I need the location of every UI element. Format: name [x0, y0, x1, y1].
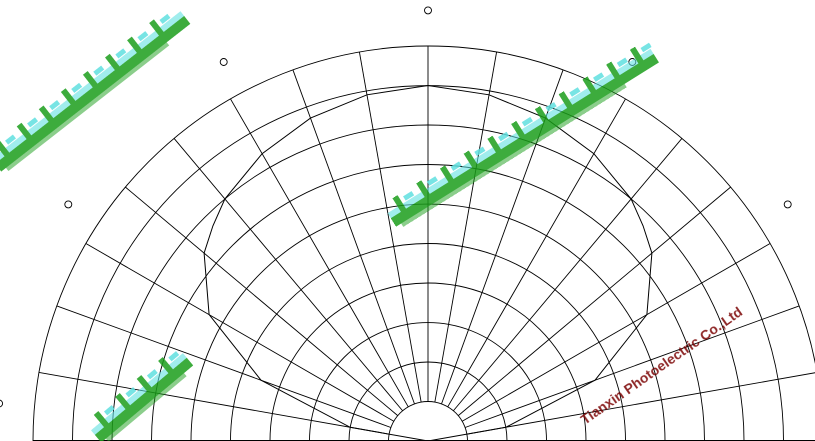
- grid-spoke-30: [447, 98, 626, 408]
- grid-spoke-80: [466, 372, 815, 435]
- pattern-layer: [203, 84, 653, 441]
- grid-spoke-m70: [56, 305, 392, 428]
- watermark-band-2: [387, 42, 659, 227]
- outer-marker-4: [424, 6, 432, 15]
- grid-spoke-50: [457, 186, 731, 416]
- grid-spoke-70: [464, 305, 800, 428]
- watermark-company-en: Tianxin Photoelectric Co.,Ltd: [578, 303, 746, 427]
- outer-marker-1: [0, 399, 4, 408]
- grid-spoke-m30: [230, 98, 409, 408]
- grid-spoke-m10: [358, 51, 422, 403]
- outer-marker-6: [783, 200, 792, 209]
- grid-spoke-m20: [292, 69, 415, 405]
- grid-spoke-60: [461, 243, 771, 422]
- watermark: Tianxin Photoelectric Co.,Ltd: [0, 11, 746, 441]
- angular-grid: [33, 46, 815, 441]
- grid-spoke-m40: [173, 138, 403, 412]
- watermark-band-3: [91, 351, 194, 441]
- watermark-band-1: [0, 11, 191, 172]
- grid-spoke-m50: [125, 186, 399, 416]
- grid-spoke-10: [434, 51, 498, 403]
- grid-spoke-40: [453, 138, 683, 412]
- grid-spoke-m80: [38, 371, 390, 435]
- pattern-curve-1: [203, 84, 653, 441]
- grid-spoke-m60: [85, 243, 395, 422]
- outer-marker-3: [219, 58, 228, 66]
- outer-marker-2: [64, 200, 73, 209]
